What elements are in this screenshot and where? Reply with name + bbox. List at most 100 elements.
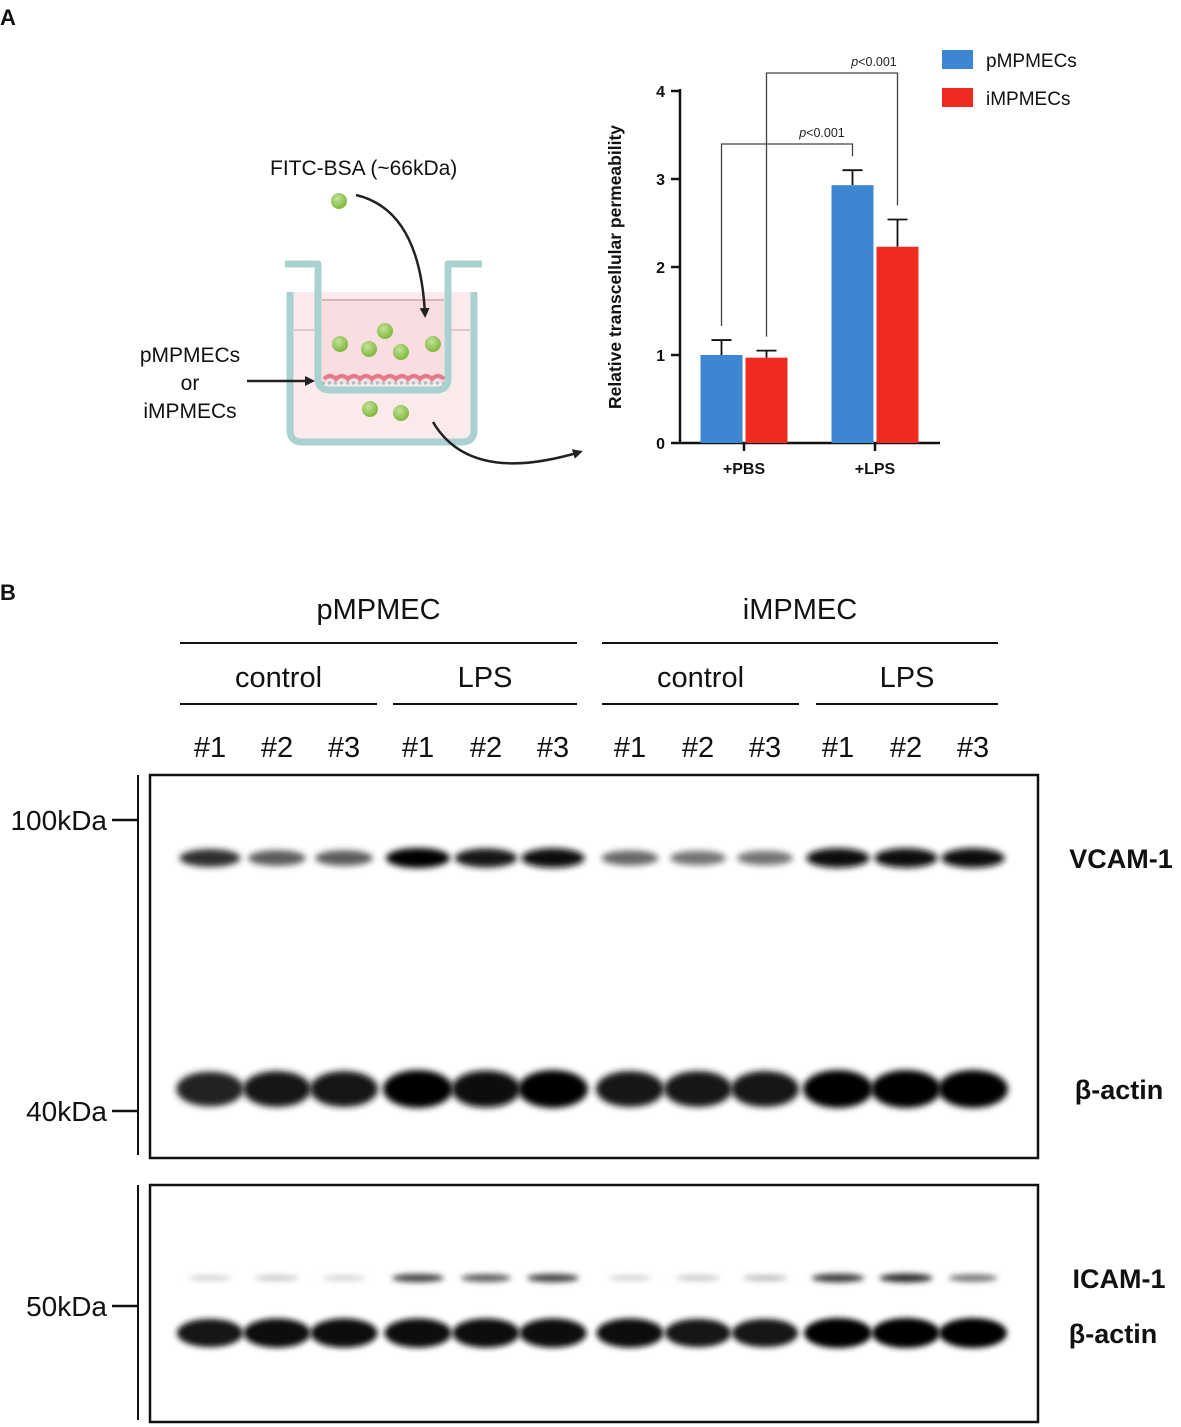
band-β-actin-lane-11	[872, 1318, 940, 1348]
western-blot-vcam1: VCAM-1 β-actin 100kDa 40kDa	[10, 773, 1173, 1160]
western-blot-icam1: ICAM-1 β-actin 50kDa	[26, 1183, 1166, 1424]
significance-bracket	[765, 72, 899, 337]
band-β-actin-lane-3	[309, 1071, 379, 1107]
fitc-bsa-particles	[331, 193, 441, 421]
lane-label: #2	[261, 732, 293, 764]
lane-label: #1	[822, 732, 854, 764]
band-VCAM-1-lane-11	[874, 848, 938, 868]
band-β-actin-lane-7	[596, 1318, 664, 1348]
legend-label: iMPMECs	[986, 89, 1070, 110]
group-label: iMPMEC	[743, 594, 857, 626]
band-β-actin-lane-1	[176, 1071, 244, 1107]
blot-frame	[148, 1183, 1040, 1424]
band-VCAM-1-lane-9	[737, 850, 793, 866]
lane-label: #3	[749, 732, 781, 764]
measurement-arrow	[431, 421, 583, 465]
band-VCAM-1-lane-10	[806, 848, 870, 868]
lane-label: #3	[537, 732, 569, 764]
bar-iMPMECs-+LPS	[876, 246, 919, 443]
y-tick-label: 0	[656, 436, 665, 453]
band-ICAM-1-lane-5	[460, 1274, 512, 1282]
y-tick-label: 2	[656, 260, 665, 277]
band-ICAM-1-lane-1	[188, 1275, 232, 1281]
chart-legend: pMPMECs iMPMECs	[942, 50, 1077, 110]
band-label: β-actin	[1069, 1319, 1158, 1349]
band-β-actin-lane-1	[176, 1318, 244, 1348]
y-axis-label: Relative transcellular permeability	[605, 125, 625, 409]
band-β-actin-lane-6	[518, 1070, 588, 1108]
band-β-actin-lane-9	[730, 1071, 800, 1107]
transwell-insert	[285, 260, 482, 394]
condition-label: LPS	[880, 662, 935, 694]
band-label: β-actin	[1075, 1075, 1164, 1105]
band-β-actin-lane-5	[452, 1318, 520, 1348]
band-VCAM-1-lane-5	[454, 848, 518, 868]
band-β-actin-lane-3	[310, 1318, 378, 1348]
band-β-actin-lane-2	[243, 1318, 311, 1348]
band-VCAM-1-lane-4	[386, 848, 450, 868]
band-β-actin-lane-5	[451, 1070, 521, 1108]
bar-pMPMECs-+LPS	[831, 185, 874, 443]
legend-swatch	[942, 50, 973, 69]
band-label: ICAM-1	[1073, 1264, 1166, 1294]
marker-label: 50kDa	[26, 1291, 107, 1322]
band-β-actin-lane-12	[939, 1318, 1007, 1348]
bar-pMPMECs-+PBS	[700, 355, 743, 443]
band-VCAM-1-lane-3	[315, 850, 373, 866]
band-VCAM-1-lane-7	[601, 850, 659, 866]
significance-bracket	[720, 143, 854, 327]
lane-label: #2	[890, 732, 922, 764]
band-ICAM-1-lane-6	[527, 1273, 579, 1283]
cell-type-label-or: or	[180, 372, 200, 395]
band-β-actin-lane-2	[242, 1071, 312, 1107]
band-ICAM-1-lane-11	[879, 1273, 933, 1283]
marker-label: 100kDa	[10, 805, 107, 836]
band-β-actin-lane-7	[595, 1071, 665, 1107]
band-β-actin-lane-10	[803, 1070, 873, 1108]
band-β-actin-lane-10	[804, 1318, 872, 1348]
legend-swatch	[942, 88, 973, 107]
band-β-actin-lane-4	[383, 1070, 453, 1108]
band-β-actin-lane-8	[664, 1318, 732, 1348]
lane-label: #3	[328, 732, 360, 764]
condition-label: control	[657, 662, 744, 694]
lane-label: #2	[682, 732, 714, 764]
band-ICAM-1-lane-12	[948, 1274, 998, 1282]
band-β-actin-lane-8	[663, 1071, 733, 1107]
cell-type-label-2: iMPMECs	[143, 400, 237, 423]
permeability-bar-chart: 0 1 2 3 4 Relative transcellular permeability…	[605, 50, 1077, 478]
band-β-actin-lane-6	[519, 1318, 587, 1348]
p-value-label: p<0.001	[850, 55, 897, 69]
p-value-label: p<0.001	[798, 126, 845, 140]
band-ICAM-1-lane-7	[608, 1275, 652, 1281]
band-β-actin-lane-9	[731, 1318, 799, 1348]
band-VCAM-1-lane-6	[521, 848, 585, 868]
chart-annotations: p<0.001 p<0.001	[720, 55, 899, 337]
group-label: pMPMEC	[316, 594, 440, 626]
band-ICAM-1-lane-10	[811, 1273, 865, 1283]
panel-letter-a: A	[0, 5, 16, 30]
x-tick-label: +PBS	[723, 461, 766, 478]
x-tick-label: +LPS	[855, 461, 896, 478]
tracer-label: FITC-BSA (~66kDa)	[270, 157, 458, 180]
western-blot-header: pMPMEC control #1 #2 #3 LPS #1 #2 #3 iMPMEC contro…	[180, 594, 998, 764]
band-VCAM-1-lane-8	[670, 850, 726, 866]
condition-label: LPS	[458, 662, 513, 694]
band-ICAM-1-lane-8	[675, 1275, 721, 1281]
band-ICAM-1-lane-3	[322, 1275, 366, 1281]
panel-letter-b: B	[0, 580, 16, 605]
band-β-actin-lane-4	[384, 1318, 452, 1348]
band-ICAM-1-lane-9	[742, 1275, 788, 1281]
band-VCAM-1-lane-2	[248, 850, 306, 866]
band-β-actin-lane-11	[871, 1070, 941, 1108]
endothelial-cell-layer	[322, 374, 446, 382]
lane-label: #1	[614, 732, 646, 764]
cell-type-label: pMPMECs or iMPMECs	[128, 342, 252, 426]
y-tick-label: 4	[656, 84, 665, 101]
lane-label: #1	[402, 732, 434, 764]
transwell-schematic	[247, 193, 583, 465]
band-VCAM-1-lane-12	[941, 848, 1005, 868]
cell-type-label-1: pMPMECs	[139, 344, 241, 367]
legend-label: pMPMECs	[986, 51, 1077, 72]
band-label: VCAM-1	[1069, 844, 1173, 874]
